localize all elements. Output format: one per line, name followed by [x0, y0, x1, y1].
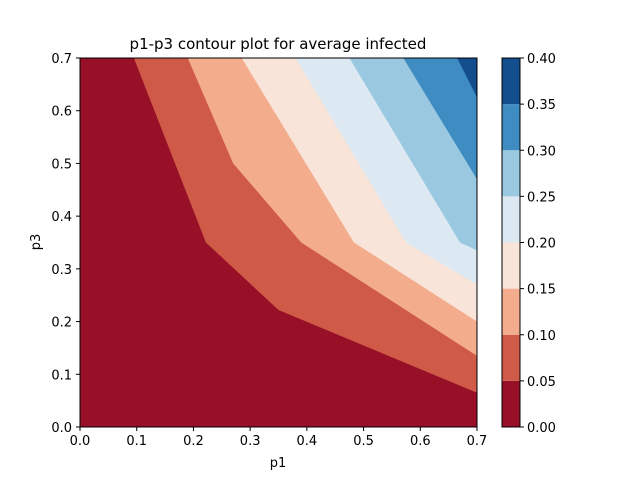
y-tick-label: 0.6 [51, 105, 72, 120]
contour-band-6 [403, 58, 477, 180]
x-tick-label: 0.6 [410, 434, 431, 449]
colorbar-tick-label: 0.40 [527, 52, 556, 67]
y-tick-label: 0.0 [51, 421, 72, 436]
colorbar-segment [502, 150, 520, 197]
colorbar-segment [502, 334, 520, 381]
x-axis-label: p1 [270, 456, 287, 471]
colorbar-tick-label: 0.30 [527, 144, 556, 159]
colorbar-tick-label: 0.35 [527, 98, 556, 113]
colorbar-tick-label: 0.25 [527, 190, 556, 205]
plot-frame [79, 57, 478, 428]
y-tick-label: 0.2 [51, 316, 72, 331]
colorbar-segment [502, 242, 520, 289]
colorbar-tick-label: 0.10 [527, 329, 556, 344]
colorbar-segment [502, 196, 520, 243]
contour-fill [80, 58, 477, 427]
colorbar: 0.00 0.05 0.10 0.15 0.20 0.25 0.30 0.35 0.40 [501, 52, 556, 436]
x-tick-label: 0.3 [240, 434, 261, 449]
y-tick-label: 0.5 [51, 157, 72, 172]
y-tick-label: 0.3 [51, 263, 72, 278]
x-tick-label: 0.4 [297, 434, 318, 449]
x-axis: 0.0 0.1 0.2 0.3 0.4 0.5 0.6 0.7 [70, 427, 488, 449]
colorbar-segment [502, 104, 520, 151]
colorbar-tick-label: 0.15 [527, 283, 556, 298]
x-tick-label: 0.1 [126, 434, 147, 449]
y-axis-label: p3 [29, 234, 44, 251]
colorbar-tick-label: 0.00 [527, 421, 556, 436]
colorbar-tick-label: 0.05 [527, 375, 556, 390]
x-tick-label: 0.2 [183, 434, 204, 449]
colorbar-tick-label: 0.20 [527, 237, 556, 252]
y-axis: 0.0 0.1 0.2 0.3 0.4 0.5 0.6 0.7 [51, 52, 80, 436]
y-tick-label: 0.1 [51, 368, 72, 383]
chart-title: p1-p3 contour plot for average infected [130, 35, 427, 53]
y-tick-label: 0.4 [51, 210, 72, 225]
colorbar-segment [502, 58, 520, 105]
x-tick-label: 0.0 [70, 434, 91, 449]
colorbar-segment [502, 288, 520, 335]
x-tick-label: 0.7 [467, 434, 488, 449]
x-tick-label: 0.5 [353, 434, 374, 449]
y-tick-label: 0.7 [51, 52, 72, 67]
contour-band-7 [457, 58, 477, 98]
colorbar-segment [502, 380, 520, 427]
